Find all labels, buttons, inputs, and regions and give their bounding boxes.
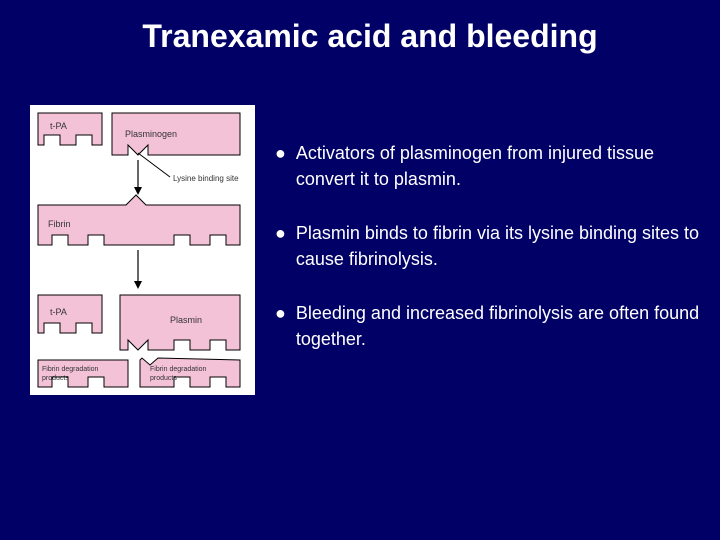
tpa2-shape xyxy=(38,295,102,333)
plasmin-label: Plasmin xyxy=(170,315,202,325)
fdp1-shape xyxy=(38,360,128,387)
fdp1-label-a: Fibrin degradation xyxy=(42,366,99,373)
bullet-item: ● Activators of plasminogen from injured… xyxy=(275,140,700,192)
bullet-text: Plasmin binds to fibrin via its lysine b… xyxy=(296,220,700,272)
fdp2-label-b: products xyxy=(150,375,177,382)
lysine-label: Lysine binding site xyxy=(173,174,239,183)
bullet-text: Activators of plasminogen from injured t… xyxy=(296,140,700,192)
content-area: t-PA Plasminogen Lysine binding site Fib… xyxy=(0,105,720,395)
bullet-item: ● Bleeding and increased fibrinolysis ar… xyxy=(275,300,700,352)
bullet-item: ● Plasmin binds to fibrin via its lysine… xyxy=(275,220,700,272)
bullet-list: ● Activators of plasminogen from injured… xyxy=(255,105,720,395)
fdp1-label-b: products xyxy=(42,375,69,382)
bullet-mark-icon: ● xyxy=(275,300,286,352)
fibrin-label: Fibrin xyxy=(48,219,71,229)
bullet-mark-icon: ● xyxy=(275,140,286,192)
tpa-shape xyxy=(38,113,102,145)
fdp2-label-a: Fibrin degradation xyxy=(150,366,207,373)
arrow-1-head xyxy=(134,187,142,195)
tpa2-label: t-PA xyxy=(50,307,67,317)
bullet-text: Bleeding and increased fibrinolysis are … xyxy=(296,300,700,352)
diagram-svg: t-PA Plasminogen Lysine binding site Fib… xyxy=(30,105,255,395)
slide-title: Tranexamic acid and bleeding xyxy=(0,0,720,55)
plasminogen-label: Plasminogen xyxy=(125,129,177,139)
tpa-label: t-PA xyxy=(50,121,67,131)
lysine-pointer xyxy=(138,153,170,177)
arrow-2-head xyxy=(134,281,142,289)
fibrinolysis-diagram: t-PA Plasminogen Lysine binding site Fib… xyxy=(30,105,255,395)
bullet-mark-icon: ● xyxy=(275,220,286,272)
